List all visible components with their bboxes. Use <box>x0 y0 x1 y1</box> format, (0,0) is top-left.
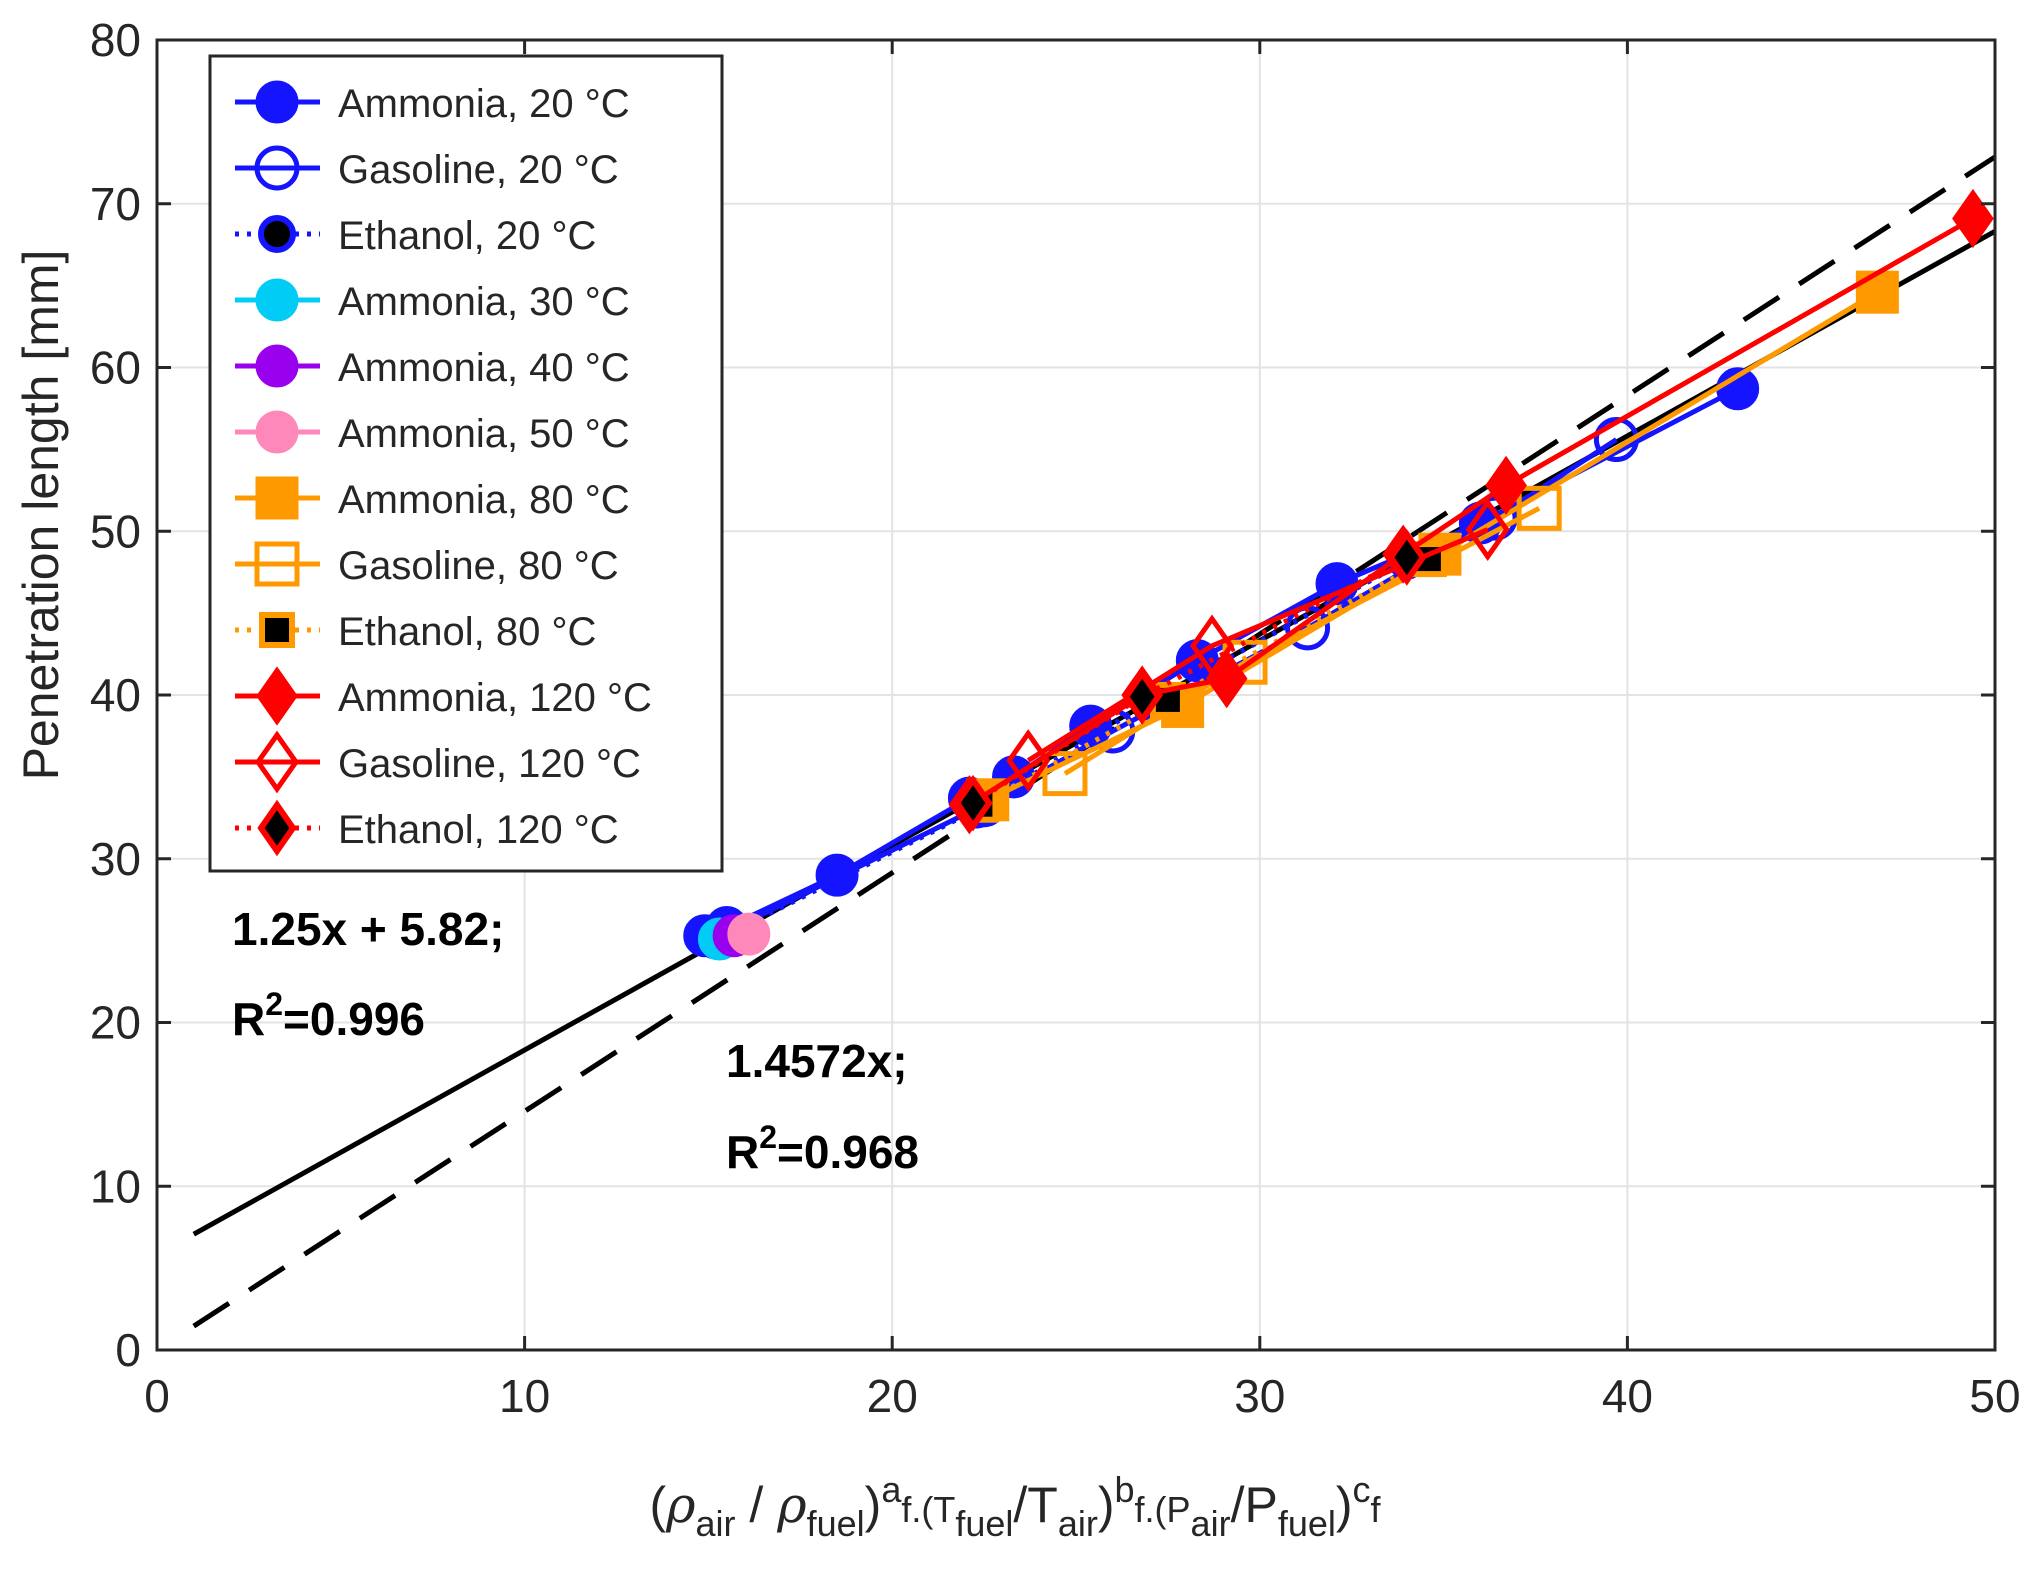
legend-label: Gasoline, 20 °C <box>338 148 619 192</box>
data-point <box>1189 614 1235 678</box>
axis-ticks: 0 10 20 30 40 50 0 10 20 30 40 50 60 70 80 <box>90 14 2021 1422</box>
series-ammonia-50-c <box>727 912 771 956</box>
y-axis-label: Penetration length [mm] <box>13 250 69 781</box>
legend-label: Ethanol, 80 °C <box>338 610 596 654</box>
x-tick-label: 30 <box>1234 1370 1285 1422</box>
series-line <box>714 558 1409 943</box>
legend-item: Ammonia, 120 °C <box>235 666 652 726</box>
data-point <box>953 774 993 832</box>
legend-item: Gasoline, 20 °C <box>235 145 619 192</box>
legend-item: Ethanol, 20 °C <box>235 214 596 258</box>
legend-marker <box>255 410 299 454</box>
data-point <box>1122 668 1162 725</box>
legend-label: Ammonia, 30 °C <box>338 280 630 324</box>
data-point <box>1516 485 1562 531</box>
legend-marker <box>255 476 299 520</box>
data-point <box>1387 529 1427 586</box>
legend-marker <box>257 799 297 857</box>
legend: Ammonia, 20 °C Gasoline, 20 °C Ethanol, 20… <box>208 54 724 873</box>
legend-marker <box>254 541 300 587</box>
legend-item: Ethanol, 120 °C <box>235 799 619 857</box>
legend-marker <box>255 344 299 388</box>
data-point <box>1042 751 1088 797</box>
x-tick-label: 40 <box>1602 1370 1653 1422</box>
y-tick-label: 60 <box>90 342 141 394</box>
fit1-equation: 1.25x + 5.82; <box>232 903 504 955</box>
y-tick-label: 50 <box>90 505 141 557</box>
legend-box <box>208 54 724 873</box>
fit1-r-squared: R2=0.996 <box>232 986 425 1045</box>
legend-label: Ammonia, 80 °C <box>338 478 630 522</box>
data-point <box>727 912 771 956</box>
x-tick-label: 50 <box>1969 1370 2020 1422</box>
legend-marker <box>255 80 299 124</box>
legend-item: Ammonia, 50 °C <box>235 410 630 456</box>
y-tick-label: 10 <box>90 1160 141 1212</box>
fit2-equation: 1.4572x; <box>726 1035 908 1087</box>
series-line <box>971 555 1409 806</box>
legend-marker <box>259 612 295 648</box>
legend-item: Ammonia, 80 °C <box>235 476 630 522</box>
legend-label: Gasoline, 120 °C <box>338 742 641 786</box>
legend-label: Ethanol, 20 °C <box>338 214 596 258</box>
legend-marker <box>256 666 298 726</box>
x-axis-label: (ρair / ρfuel)af.(Tfuel/Tair)bf.(Pair/Pf… <box>649 1469 1381 1544</box>
legend-label: Ethanol, 120 °C <box>338 808 619 852</box>
data-point <box>1465 498 1510 561</box>
legend-marker <box>258 215 296 253</box>
data-point <box>1006 729 1051 792</box>
legend-marker <box>254 730 300 794</box>
y-tick-label: 30 <box>90 833 141 885</box>
x-tick-label: 20 <box>867 1370 918 1422</box>
x-tick-label: 10 <box>499 1370 550 1422</box>
data-point <box>1855 270 1899 314</box>
legend-label: Ammonia, 50 °C <box>338 412 630 456</box>
series-ethanol-120-c <box>953 529 1427 832</box>
y-tick-label: 20 <box>90 997 141 1049</box>
y-tick-label: 80 <box>90 14 141 66</box>
legend-item: Gasoline, 80 °C <box>235 541 619 588</box>
series-line <box>968 216 1975 807</box>
data-series <box>683 188 1994 961</box>
legend-item: Ethanol, 80 °C <box>235 610 596 654</box>
x-tick-label: 0 <box>144 1370 170 1422</box>
legend-label: Ammonia, 120 °C <box>338 676 652 720</box>
legend-item: Ammonia, 20 °C <box>235 80 630 126</box>
legend-label: Ammonia, 40 °C <box>338 346 630 390</box>
data-point <box>1485 455 1527 516</box>
y-tick-label: 70 <box>90 178 141 230</box>
legend-label: Gasoline, 80 °C <box>338 544 619 588</box>
legend-item: Gasoline, 120 °C <box>235 730 641 794</box>
fit2-r-squared: R2=0.968 <box>726 1119 919 1178</box>
y-tick-label: 40 <box>90 669 141 721</box>
legend-label: Ammonia, 20 °C <box>338 82 630 126</box>
legend-marker <box>255 278 299 322</box>
y-tick-label: 0 <box>115 1324 141 1376</box>
legend-item: Ammonia, 40 °C <box>235 344 630 390</box>
legend-item: Ammonia, 30 °C <box>235 278 630 324</box>
legend-marker <box>254 145 300 191</box>
